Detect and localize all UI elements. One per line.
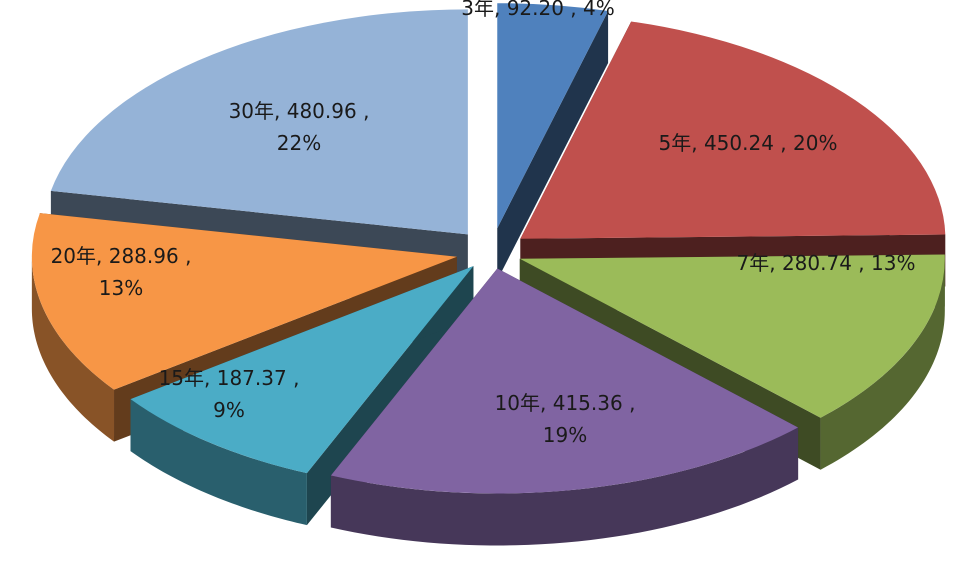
data-label-3年: 3年, 92.20 , 4%: [461, 0, 615, 20]
slice-top-5年: [520, 21, 946, 239]
slice-side-15年: [130, 399, 307, 526]
slice-top-3年: [497, 3, 609, 229]
data-label-7年: 7年, 280.74 , 13%: [737, 251, 916, 275]
slice-side-7年: [820, 258, 945, 470]
slice-side-10年: [330, 427, 799, 546]
slice-top-20年: [31, 213, 457, 390]
slice-top-15年: [130, 266, 474, 474]
data-label-15年: 15年, 187.37 , 9%: [159, 366, 300, 422]
slice-side-20年: [31, 256, 115, 442]
pie-slice-10年: [330, 268, 799, 546]
data-label-10年: 10年, 415.36 , 19%: [495, 391, 636, 447]
slice-top-7年: [519, 254, 945, 418]
pie-slice-3年: [497, 3, 609, 281]
data-label-30年: 30年, 480.96 , 22%: [229, 99, 370, 155]
data-label-5年: 5年, 450.24 , 20%: [659, 131, 838, 155]
slice-top-30年: [50, 9, 468, 235]
slice-wall-3年: [497, 10, 609, 281]
slice-top-10年: [330, 268, 799, 494]
data-label-20年: 20年, 288.96 , 13%: [51, 244, 192, 300]
